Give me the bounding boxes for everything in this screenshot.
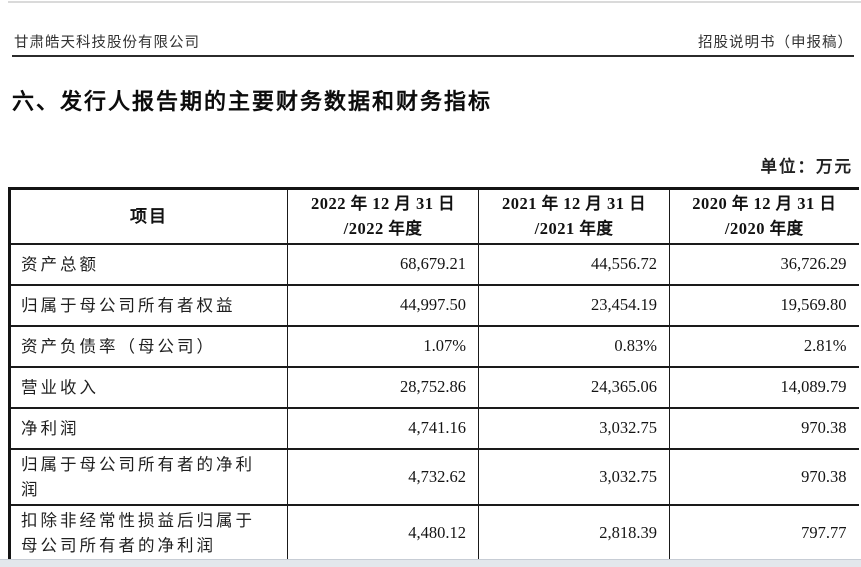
row-label: 资产总额 bbox=[9, 242, 288, 286]
row-value-2021: 3,032.75 bbox=[478, 406, 670, 450]
row-value-2022: 44,997.50 bbox=[287, 283, 479, 327]
row-value-2022: 68,679.21 bbox=[287, 242, 479, 286]
document-header: 甘肃皓天科技股份有限公司 招股说明书（申报稿） bbox=[14, 31, 853, 52]
row-value-2020: 797.77 bbox=[669, 503, 859, 559]
row-value-2021: 24,365.06 bbox=[478, 365, 670, 409]
column-header-2020: 2020 年 12 月 31 日 /2020 年度 bbox=[669, 187, 859, 245]
document-type-label: 招股说明书（申报稿） bbox=[698, 35, 853, 51]
row-value-2021: 3,032.75 bbox=[478, 447, 670, 506]
company-name: 甘肃皓天科技股份有限公司 bbox=[14, 35, 200, 51]
row-value-2020: 19,569.80 bbox=[669, 283, 859, 327]
row-label: 归属于母公司所有者的净利润 bbox=[9, 447, 288, 506]
column-header-2021-year: /2021 年度 bbox=[534, 219, 614, 239]
column-header-2020-year: /2020 年度 bbox=[724, 219, 804, 239]
row-label: 资产负债率（母公司） bbox=[9, 324, 288, 368]
row-label: 营业收入 bbox=[9, 365, 288, 409]
row-label: 净利润 bbox=[9, 406, 288, 450]
row-value-2022: 28,752.86 bbox=[287, 365, 479, 409]
page-title: 六、发行人报告期的主要财务数据和财务指标 bbox=[12, 89, 493, 114]
table-row: 资产负债率（母公司） 1.07% 0.83% 2.81% bbox=[9, 324, 859, 368]
table-row: 扣除非经常性损益后归属于母公司所有者的净利润 4,480.12 2,818.39… bbox=[9, 503, 859, 559]
financial-table-container: 项目 2022 年 12 月 31 日 /2022 年度 2021 年 12 月… bbox=[8, 187, 859, 559]
table-row: 归属于母公司所有者权益 44,997.50 23,454.19 19,569.8… bbox=[9, 283, 859, 327]
table-row: 归属于母公司所有者的净利润 4,732.62 3,032.75 970.38 bbox=[9, 447, 859, 506]
row-value-2021: 23,454.19 bbox=[478, 283, 670, 327]
row-value-2020: 14,089.79 bbox=[669, 365, 859, 409]
column-header-2020-date: 2020 年 12 月 31 日 bbox=[692, 194, 837, 214]
financial-table: 项目 2022 年 12 月 31 日 /2022 年度 2021 年 12 月… bbox=[8, 187, 859, 559]
row-value-2022: 4,741.16 bbox=[287, 406, 479, 450]
row-value-2021: 0.83% bbox=[478, 324, 670, 368]
table-row: 资产总额 68,679.21 44,556.72 36,726.29 bbox=[9, 242, 859, 286]
column-header-2022-date: 2022 年 12 月 31 日 bbox=[310, 194, 456, 214]
column-header-2022-year: /2022 年度 bbox=[343, 219, 423, 239]
row-value-2020: 2.81% bbox=[669, 324, 859, 368]
page-bottom-strip bbox=[0, 559, 861, 567]
row-value-2021: 44,556.72 bbox=[478, 242, 670, 286]
row-label: 归属于母公司所有者权益 bbox=[9, 283, 288, 327]
header-divider bbox=[12, 55, 854, 57]
window-top-edge bbox=[8, 1, 861, 3]
row-value-2020: 36,726.29 bbox=[669, 242, 859, 286]
row-value-2022: 4,732.62 bbox=[287, 447, 479, 506]
column-header-2021: 2021 年 12 月 31 日 /2021 年度 bbox=[478, 187, 670, 245]
table-header-row: 项目 2022 年 12 月 31 日 /2022 年度 2021 年 12 月… bbox=[9, 187, 859, 245]
row-label: 扣除非经常性损益后归属于母公司所有者的净利润 bbox=[9, 503, 288, 559]
unit-note: 单位：万元 bbox=[760, 157, 853, 176]
row-value-2020: 970.38 bbox=[669, 447, 859, 506]
table-row: 营业收入 28,752.86 24,365.06 14,089.79 bbox=[9, 365, 859, 409]
row-value-2021: 2,818.39 bbox=[478, 503, 670, 559]
row-value-2022: 1.07% bbox=[287, 324, 479, 368]
table-row: 净利润 4,741.16 3,032.75 970.38 bbox=[9, 406, 859, 450]
row-value-2020: 970.38 bbox=[669, 406, 859, 450]
row-value-2022: 4,480.12 bbox=[287, 503, 479, 559]
column-header-item: 项目 bbox=[9, 187, 288, 245]
column-header-2022: 2022 年 12 月 31 日 /2022 年度 bbox=[287, 187, 479, 245]
column-header-2021-date: 2021 年 12 月 31 日 bbox=[501, 194, 647, 214]
